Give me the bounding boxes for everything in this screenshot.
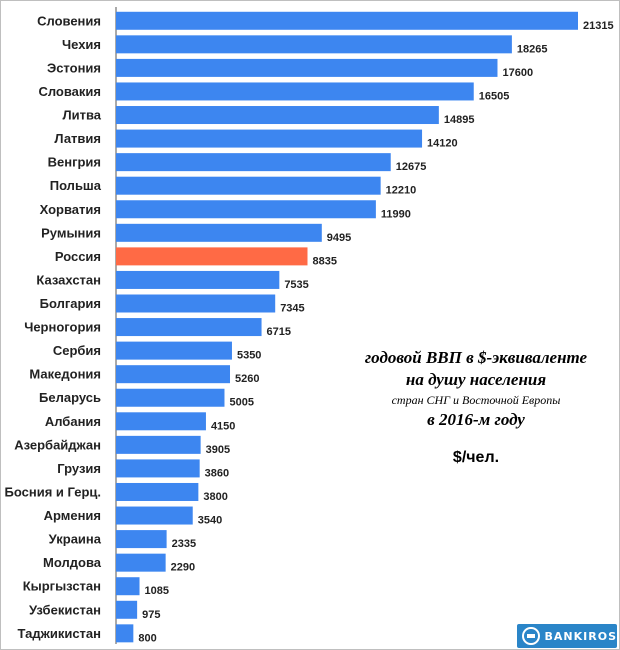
category-label: Словения (37, 13, 101, 28)
value-label: 21315 (583, 20, 614, 32)
value-label: 14895 (444, 114, 475, 126)
category-label: Сербия (53, 343, 101, 358)
bankiros-logo: BANKIROS (517, 624, 617, 648)
category-label: Украина (49, 532, 102, 547)
category-label: Хорватия (40, 202, 101, 217)
category-label: Грузия (57, 461, 101, 476)
bar (116, 459, 200, 478)
bar (116, 58, 498, 77)
value-label: 8835 (313, 255, 337, 267)
bankiros-logo-icon (522, 627, 540, 645)
category-label: Албания (45, 414, 101, 429)
bar (116, 577, 140, 596)
annotation-line-3: стран СНГ и Восточной Европы (391, 393, 561, 407)
category-label: Казахстан (36, 272, 101, 287)
value-label: 5350 (237, 350, 261, 362)
category-label: Латвия (54, 131, 101, 146)
bar (116, 82, 474, 101)
annotation-line-4: в 2016-м году (427, 410, 525, 429)
bar (116, 200, 376, 219)
annotation-line-1: годовой ВВП в $-эквиваленте (364, 348, 588, 367)
category-label: Чехия (62, 37, 101, 52)
category-label: Азербайджан (14, 437, 101, 452)
bar (116, 223, 322, 242)
category-label: Болгария (40, 296, 101, 311)
value-label: 14120 (427, 138, 458, 150)
value-label: 2335 (172, 538, 196, 550)
annotation-unit: $/чел. (452, 449, 500, 466)
value-label: 17600 (502, 67, 533, 79)
value-label: 3905 (206, 444, 230, 456)
value-label: 1085 (145, 585, 169, 597)
value-label: 7345 (280, 303, 304, 315)
bar (116, 176, 381, 195)
bar (116, 11, 578, 30)
category-label: Польша (50, 178, 102, 193)
bar (116, 106, 439, 125)
value-label: 3860 (205, 467, 229, 479)
value-label: 6715 (267, 326, 291, 338)
bar (116, 530, 167, 549)
logo-text: BANKIROS (544, 629, 617, 643)
bar (116, 270, 280, 289)
value-label: 800 (138, 632, 156, 644)
bar (116, 624, 134, 643)
bar (116, 482, 199, 501)
bar (116, 435, 201, 454)
value-label: 11990 (381, 208, 411, 220)
bar (116, 129, 423, 148)
bar (116, 153, 391, 172)
bar (116, 318, 262, 337)
category-label: Молдова (43, 555, 102, 570)
category-label: Беларусь (39, 390, 101, 405)
category-label: Венгрия (48, 155, 101, 170)
bar (116, 341, 232, 360)
bar-highlight (116, 247, 308, 266)
category-label: Македония (29, 367, 101, 382)
bar (116, 553, 166, 572)
bar (116, 388, 225, 407)
annotation-line-2: на душу населения (405, 370, 547, 389)
value-label: 2290 (171, 562, 195, 574)
category-label: Черногория (24, 320, 101, 335)
category-label: Таджикистан (18, 626, 101, 641)
category-label: Кыргызстан (23, 579, 101, 594)
value-label: 12210 (386, 185, 417, 197)
value-label: 3540 (198, 515, 222, 527)
category-label: Литва (62, 108, 101, 123)
chart-annotation: годовой ВВП в $-эквиваленте на душу насе… (336, 347, 616, 467)
value-label: 5005 (229, 397, 253, 409)
bar (116, 600, 138, 619)
value-label: 975 (142, 609, 160, 621)
bar (116, 506, 193, 525)
category-label: Армения (44, 508, 101, 523)
bar (116, 365, 231, 384)
bar (116, 294, 276, 313)
value-label: 9495 (327, 232, 351, 244)
value-label: 12675 (396, 161, 427, 173)
value-label: 7535 (284, 279, 308, 291)
value-label: 18265 (517, 43, 548, 55)
category-label: Эстония (47, 60, 101, 75)
category-label: Узбекистан (29, 602, 101, 617)
bar (116, 412, 206, 431)
category-label: Россия (55, 249, 101, 264)
value-label: 3800 (203, 491, 227, 503)
value-label: 5260 (235, 373, 259, 385)
category-label: Словакия (38, 84, 101, 99)
category-label: Босния и Герц. (5, 484, 101, 499)
bar (116, 35, 512, 54)
value-label: 16505 (479, 90, 510, 102)
value-label: 4150 (211, 420, 235, 432)
category-label: Румыния (41, 225, 101, 240)
